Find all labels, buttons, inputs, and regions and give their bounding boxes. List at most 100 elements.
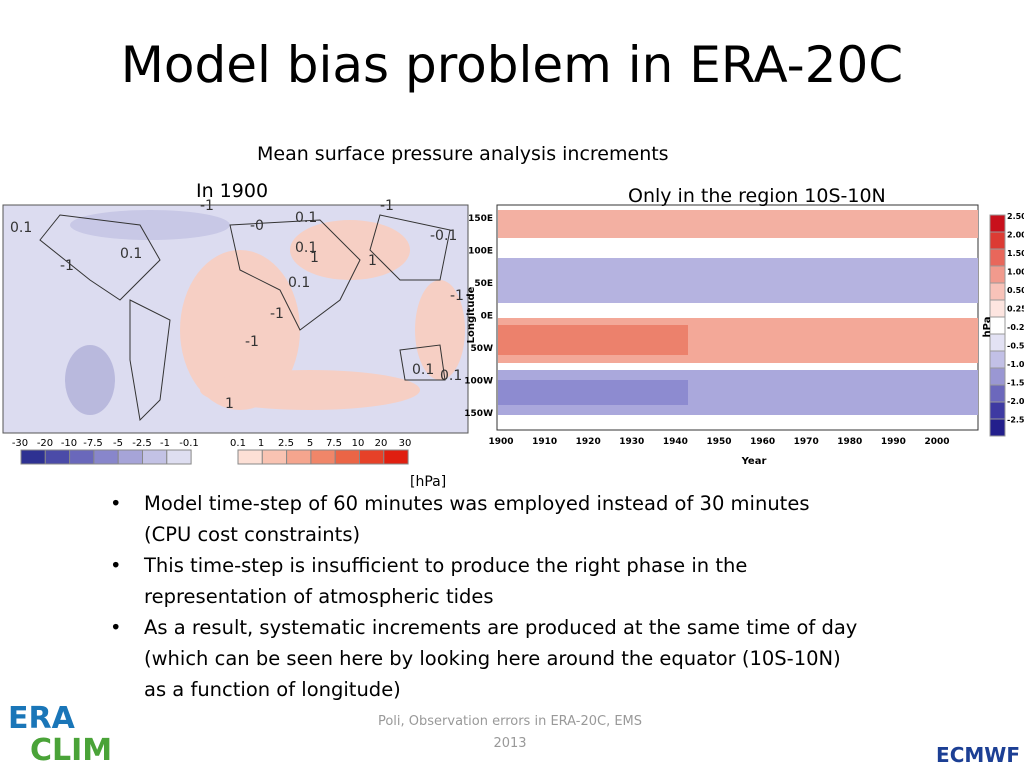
bullet-line: (which can be seen here by looking here … — [144, 647, 841, 670]
y-tick-label: 100W — [464, 377, 493, 387]
band-core — [498, 380, 688, 405]
colorbar-swatch — [989, 231, 1006, 250]
y-tick-label: 0E — [481, 312, 493, 322]
colorbar-swatch — [359, 449, 385, 465]
map-blob — [70, 210, 230, 240]
y-tick-label: 100E — [468, 247, 493, 257]
colorbar-swatch — [383, 449, 409, 465]
x-tick-label: 1930 — [619, 437, 644, 447]
colorbar-label: 30 — [399, 438, 412, 449]
contour-label: 0.1 — [295, 240, 317, 256]
x-tick-label: 1970 — [794, 437, 819, 447]
colorbar-swatch — [44, 449, 71, 465]
contour-label: 0.1 — [295, 210, 317, 226]
x-tick-label: 2000 — [924, 437, 949, 447]
y-tick-label: 50E — [474, 279, 493, 289]
bullet-line: (CPU cost constraints) — [144, 523, 361, 546]
colorbar-swatch — [310, 449, 336, 465]
x-tick-label: 1950 — [706, 437, 731, 447]
colorbar-label: -0.1 — [179, 438, 199, 449]
map-blob — [200, 370, 420, 410]
colorbar-swatch — [237, 449, 263, 465]
band-negative — [498, 258, 978, 303]
contour-label: 1 — [225, 396, 234, 412]
bullet: As a result, systematic increments are p… — [110, 612, 857, 705]
colorbar-swatch — [989, 418, 1006, 437]
x-tick-label: 1900 — [488, 437, 513, 447]
contour-label: 0.1 — [288, 275, 310, 291]
colorbar-swatch — [989, 401, 1006, 420]
right-caption: Only in the region 10S-10N — [628, 185, 886, 207]
colorbar-label: 1.50 — [1007, 249, 1024, 258]
contour-label: -1 — [450, 288, 464, 304]
colorbar-label: -2.00 — [1007, 397, 1024, 406]
colorbar-swatch — [286, 449, 312, 465]
contour-label: 0.1 — [120, 246, 142, 262]
contour-label: -1 — [200, 198, 214, 214]
colorbar-label: -0.25 — [1007, 323, 1024, 332]
subtitle: Mean surface pressure analysis increment… — [257, 143, 669, 165]
bullet-list: Model time-step of 60 minutes was employ… — [110, 488, 857, 705]
footer: 2013 — [493, 736, 527, 751]
x-tick-label: 1990 — [881, 437, 906, 447]
map-blob — [415, 280, 465, 380]
footer: Poli, Observation errors in ERA-20C, EMS — [377, 714, 643, 729]
colorbar-label: 1 — [258, 438, 264, 449]
bullet-line: representation of atmospheric tides — [144, 585, 494, 608]
colorbar-label: 2.00 — [1007, 231, 1024, 240]
logo-text: CLIM — [30, 733, 112, 768]
left-caption: In 1900 — [196, 180, 269, 202]
x-tick-label: 1920 — [576, 437, 601, 447]
colorbar-swatch — [69, 449, 95, 465]
map-blob — [65, 345, 115, 415]
y-axis-label: Longitude — [466, 286, 477, 343]
x-axis-label: Year — [741, 456, 767, 467]
contour-label: 0.1 — [440, 368, 462, 384]
bullet-line: as a function of longitude) — [144, 678, 401, 701]
colorbar-label: -2.5 — [132, 438, 152, 449]
y-tick-label: 150E — [468, 214, 493, 224]
colorbar-label: -2.50 — [1007, 416, 1024, 425]
x-tick-label: 1940 — [663, 437, 688, 447]
contour-label: -1 — [270, 306, 284, 322]
colorbar-label: 0.50 — [1007, 286, 1024, 295]
colorbar-swatch — [166, 449, 192, 465]
colorbar-label: -1 — [160, 438, 170, 449]
colorbar-label: 2.50 — [1007, 212, 1024, 221]
colorbar-label: 10 — [352, 438, 365, 449]
x-tick-label: 1960 — [750, 437, 775, 447]
colorbar-swatch — [93, 449, 119, 465]
map-blob — [180, 250, 300, 410]
colorbar-label: -1.50 — [1007, 379, 1024, 388]
colorbar-label: -30 — [12, 438, 28, 449]
colorbar-swatch — [989, 248, 1006, 267]
colorbar-label: 0.25 — [1007, 305, 1024, 314]
y-tick-label: 150W — [464, 409, 493, 419]
colorbar-swatch — [261, 449, 288, 465]
contour-label: -1 — [245, 334, 259, 350]
colorbar-label: 7.5 — [326, 438, 342, 449]
contour-label: -1 — [60, 258, 74, 274]
bullet-line: This time-step is insufficient to produc… — [144, 554, 748, 577]
contour-label: 1 — [368, 253, 377, 269]
contour-label: -0 — [250, 218, 264, 234]
colorbar-swatch — [142, 449, 168, 465]
colorbar-label: 20 — [375, 438, 388, 449]
colorbar-label: -5 — [113, 438, 123, 449]
colorbar-swatch — [989, 384, 1006, 403]
x-tick-label: 1980 — [837, 437, 862, 447]
bullet: Model time-step of 60 minutes was employ… — [110, 488, 857, 550]
contour-label: 1 — [310, 250, 319, 266]
colorbar-swatch — [989, 350, 1006, 369]
colorbar-label: -0.50 — [1007, 342, 1024, 351]
colorbar-swatch — [989, 299, 1006, 318]
colorbar-label: 1.00 — [1007, 268, 1024, 277]
colorbar-swatch — [989, 282, 1006, 301]
unit-label: [hPa] — [410, 474, 446, 490]
colorbar-swatch — [989, 214, 1006, 233]
unit-label: hPa — [982, 317, 993, 338]
colorbar-label: 2.5 — [278, 438, 294, 449]
colorbar-swatch — [989, 367, 1006, 386]
